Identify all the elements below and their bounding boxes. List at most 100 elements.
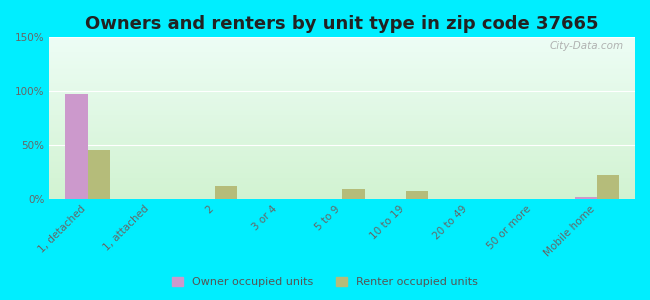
Bar bbox=[49, 129, 635, 130]
Bar bbox=[49, 118, 635, 119]
Bar bbox=[49, 57, 635, 58]
Bar bbox=[49, 114, 635, 115]
Bar bbox=[406, 191, 428, 199]
Bar bbox=[49, 98, 635, 99]
Bar bbox=[343, 189, 365, 199]
Bar bbox=[49, 160, 635, 161]
Bar bbox=[49, 97, 635, 98]
Bar bbox=[49, 49, 635, 50]
Bar bbox=[49, 146, 635, 147]
Bar bbox=[49, 138, 635, 139]
Bar bbox=[49, 171, 635, 172]
Bar bbox=[49, 78, 635, 79]
Bar bbox=[49, 193, 635, 194]
Bar bbox=[49, 102, 635, 103]
Bar bbox=[88, 150, 110, 199]
Bar bbox=[49, 37, 635, 38]
Bar bbox=[49, 99, 635, 100]
Bar bbox=[49, 39, 635, 40]
Bar bbox=[49, 113, 635, 114]
Bar bbox=[49, 142, 635, 143]
Bar bbox=[49, 150, 635, 151]
Bar bbox=[49, 106, 635, 107]
Bar bbox=[49, 50, 635, 51]
Bar bbox=[49, 136, 635, 137]
Bar bbox=[49, 48, 635, 49]
Bar bbox=[215, 186, 237, 199]
Bar bbox=[49, 69, 635, 70]
Bar bbox=[49, 119, 635, 120]
Bar bbox=[49, 87, 635, 88]
Bar bbox=[49, 179, 635, 180]
Bar bbox=[49, 46, 635, 47]
Bar bbox=[49, 117, 635, 118]
Bar bbox=[49, 79, 635, 80]
Bar bbox=[49, 153, 635, 154]
Bar bbox=[49, 105, 635, 106]
Bar bbox=[49, 56, 635, 57]
Bar bbox=[49, 187, 635, 188]
Bar bbox=[49, 96, 635, 97]
Bar bbox=[49, 181, 635, 182]
Bar bbox=[49, 43, 635, 44]
Bar bbox=[49, 107, 635, 108]
Bar bbox=[49, 100, 635, 101]
Bar bbox=[49, 165, 635, 166]
Bar bbox=[49, 156, 635, 157]
Legend: Owner occupied units, Renter occupied units: Owner occupied units, Renter occupied un… bbox=[168, 272, 482, 291]
Bar bbox=[49, 185, 635, 186]
Bar bbox=[49, 144, 635, 145]
Bar bbox=[49, 91, 635, 92]
Bar bbox=[49, 177, 635, 178]
Bar bbox=[49, 64, 635, 65]
Bar bbox=[49, 94, 635, 95]
Bar bbox=[49, 104, 635, 105]
Bar bbox=[49, 58, 635, 59]
Bar bbox=[49, 67, 635, 68]
Bar bbox=[49, 137, 635, 138]
Bar bbox=[49, 68, 635, 69]
Bar bbox=[49, 72, 635, 73]
Bar bbox=[49, 77, 635, 78]
Bar bbox=[49, 82, 635, 83]
Bar bbox=[49, 93, 635, 94]
Bar bbox=[49, 59, 635, 60]
Bar bbox=[49, 188, 635, 189]
Bar bbox=[49, 120, 635, 121]
Bar bbox=[49, 83, 635, 84]
Bar bbox=[49, 180, 635, 181]
Bar bbox=[49, 164, 635, 165]
Bar bbox=[49, 132, 635, 133]
Text: City-Data.com: City-Data.com bbox=[549, 40, 623, 51]
Bar bbox=[66, 94, 88, 199]
Bar bbox=[49, 161, 635, 162]
Bar bbox=[49, 190, 635, 191]
Bar bbox=[49, 101, 635, 102]
Bar bbox=[49, 183, 635, 184]
Bar bbox=[49, 45, 635, 46]
Bar bbox=[49, 125, 635, 126]
Bar bbox=[49, 127, 635, 128]
Bar bbox=[49, 198, 635, 199]
Bar bbox=[49, 44, 635, 45]
Bar bbox=[49, 84, 635, 85]
Bar bbox=[49, 80, 635, 81]
Bar bbox=[49, 86, 635, 87]
Title: Owners and renters by unit type in zip code 37665: Owners and renters by unit type in zip c… bbox=[86, 15, 599, 33]
Bar bbox=[49, 123, 635, 124]
Bar bbox=[49, 173, 635, 174]
Bar bbox=[49, 151, 635, 152]
Bar bbox=[49, 42, 635, 43]
Bar bbox=[49, 81, 635, 82]
Bar bbox=[49, 195, 635, 196]
Bar bbox=[49, 135, 635, 136]
Bar bbox=[49, 95, 635, 96]
Bar bbox=[49, 192, 635, 193]
Bar bbox=[49, 52, 635, 53]
Bar bbox=[49, 109, 635, 110]
Bar bbox=[49, 66, 635, 67]
Bar bbox=[49, 139, 635, 140]
Bar bbox=[49, 131, 635, 132]
Bar bbox=[49, 108, 635, 109]
Bar bbox=[49, 196, 635, 197]
